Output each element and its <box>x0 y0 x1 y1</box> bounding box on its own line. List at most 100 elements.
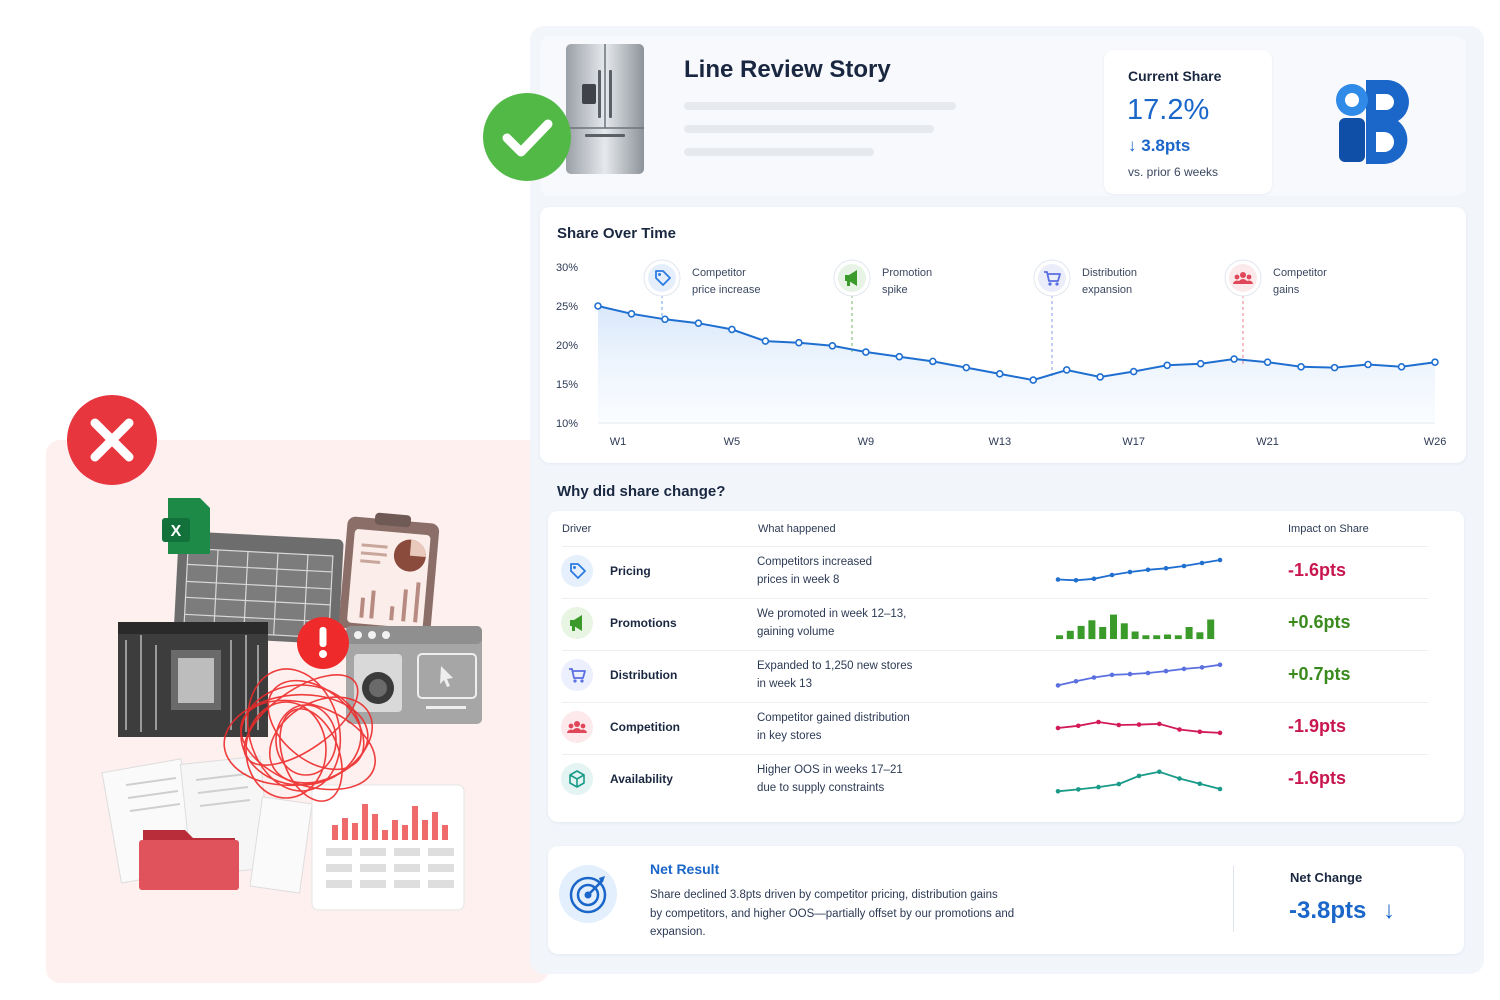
current-share-delta: ↓ 3.8pts <box>1128 136 1190 156</box>
y-tick-label: 10% <box>556 418 578 430</box>
spark-bar <box>1153 635 1161 640</box>
spark-bar <box>1196 632 1204 640</box>
scribble-illustration <box>223 668 376 802</box>
x-tick-label: W5 <box>724 436 741 448</box>
group-icon <box>1233 272 1253 284</box>
spark-point <box>1136 773 1142 779</box>
data-point <box>1263 358 1272 366</box>
data-point <box>1364 360 1372 369</box>
data-point <box>895 352 904 361</box>
driver-what-happened: Competitors increased prices in week 8 <box>757 553 977 589</box>
data-point <box>795 338 803 347</box>
data-point <box>1096 373 1105 381</box>
spark-point <box>1055 789 1061 794</box>
driver-what-happened: Expanded to 1,250 new stores in week 13 <box>757 657 977 693</box>
arrow-down-icon: ↓ <box>1383 897 1396 924</box>
x-tick-label: W26 <box>1424 436 1447 448</box>
current-share-card <box>1104 50 1272 194</box>
price-tag-icon <box>655 270 671 286</box>
spark-point <box>1073 679 1079 684</box>
sparkline-availability <box>1055 769 1223 794</box>
data-point <box>1397 363 1406 371</box>
what-line: Competitor gained distribution <box>757 712 910 724</box>
driver-impact: -1.6pts <box>1288 768 1347 788</box>
share-line-chart: 10% 15% 20% 25% 30% W1 W5 W9 W13 W17 W21 W26 Competi… <box>556 259 1447 448</box>
what-line: Higher OOS in weeks 17–21 <box>757 764 903 776</box>
event-label: spike <box>882 284 908 296</box>
event-label: Competitor <box>1273 267 1327 279</box>
spark-point <box>1217 662 1223 668</box>
svg-text:X: X <box>171 523 182 540</box>
spark-point <box>1109 672 1115 678</box>
box-icon <box>561 763 593 795</box>
report-illustration <box>311 784 465 911</box>
data-point <box>594 302 602 310</box>
header-card <box>540 36 1466 196</box>
clipboard-illustration <box>339 512 440 636</box>
spark-point <box>1127 671 1133 677</box>
spark-point <box>1076 787 1081 792</box>
header-driver: Driver <box>562 523 592 535</box>
spark-bar <box>1207 619 1215 639</box>
spark-point <box>1055 577 1061 582</box>
data-point <box>1431 358 1439 366</box>
target-icon <box>559 865 617 923</box>
row-separator <box>562 598 1428 599</box>
sparkline-promotions <box>1056 614 1215 640</box>
data-point <box>828 341 837 350</box>
driver-label: Promotions <box>610 616 677 630</box>
data-point <box>1129 367 1138 376</box>
driver-impact: +0.7pts <box>1288 664 1351 684</box>
current-share-value: 17.2% <box>1127 94 1210 126</box>
spark-bar <box>1131 631 1139 639</box>
x-tick-label: W13 <box>988 436 1011 448</box>
drivers-table-card <box>548 511 1464 822</box>
spark-bar <box>1185 627 1193 639</box>
event-label: Distribution <box>1082 267 1137 279</box>
event-marker <box>1033 259 1071 297</box>
header-what-happened: What happened <box>758 523 836 535</box>
net-result-line: expansion. <box>650 926 706 938</box>
spark-point <box>1181 666 1187 672</box>
spark-point <box>1157 721 1162 727</box>
what-line: Competitors increased <box>757 556 873 568</box>
spark-point <box>1091 675 1097 680</box>
what-line: in week 13 <box>757 678 812 690</box>
share-series-line <box>597 305 1436 382</box>
sparkline-distribution <box>1055 662 1223 688</box>
y-tick-label: 20% <box>556 340 578 352</box>
appliance-window-illustration <box>346 626 482 724</box>
data-point <box>728 325 736 334</box>
brand-logo: B <box>1336 80 1409 164</box>
share-area <box>598 306 1435 423</box>
current-share-label: Current Share <box>1128 68 1222 84</box>
spark-point <box>1127 569 1133 575</box>
spark-bar <box>1174 635 1182 640</box>
data-point <box>995 370 1004 378</box>
data-point <box>1330 363 1339 372</box>
net-result-line: by competitors, and higher OOS—partially… <box>650 907 1015 920</box>
spark-point <box>1091 576 1097 582</box>
spark-point <box>1136 722 1142 727</box>
data-point <box>1196 359 1205 368</box>
net-result-title: Net Result <box>650 861 720 877</box>
spark-point <box>1157 769 1162 775</box>
net-result-card <box>548 846 1464 954</box>
net-change: -3.8pts ↓ <box>1289 897 1395 925</box>
spark-point <box>1055 725 1061 731</box>
data-point <box>1297 363 1305 371</box>
spark-point <box>1181 563 1187 569</box>
spark-point <box>1197 729 1203 735</box>
spark-point <box>1199 560 1205 566</box>
spark-point <box>1163 668 1169 674</box>
driver-what-happened: We promoted in week 12–13, gaining volume <box>757 605 977 641</box>
spark-point <box>1145 670 1151 676</box>
spark-bar <box>1088 620 1096 640</box>
spark-point <box>1177 776 1182 781</box>
spark-point <box>1145 567 1151 573</box>
spark-bar <box>1099 627 1107 639</box>
spark-bar <box>1056 635 1063 640</box>
x-tick-label: W1 <box>610 436 627 448</box>
driver-impact: -1.9pts <box>1288 716 1347 736</box>
y-tick-label: 15% <box>556 379 578 391</box>
